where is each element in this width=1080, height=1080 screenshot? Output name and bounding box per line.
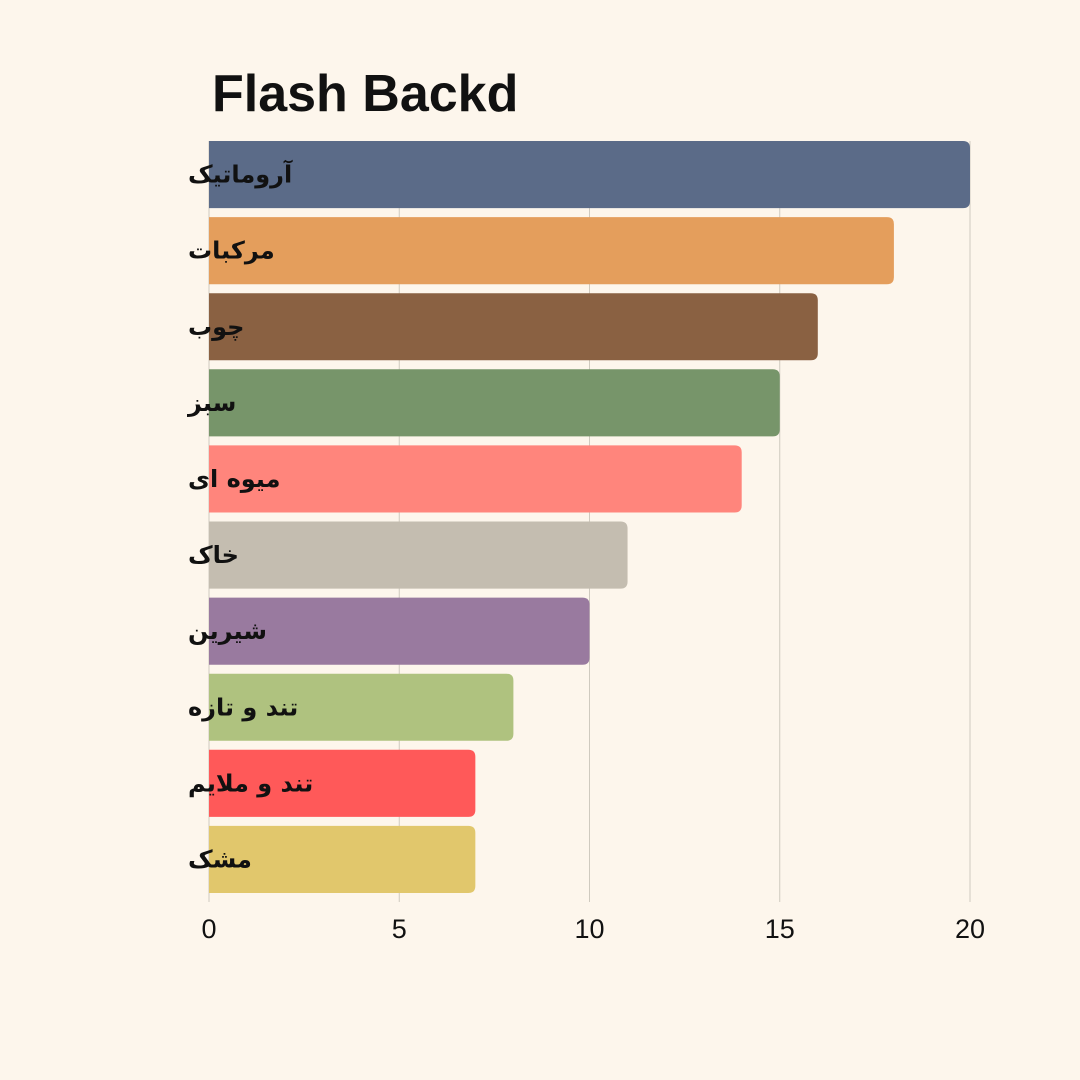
category-labels: آروماتیک مرکبات چوب سبز میوه ای خاک شیرین تند و…	[187, 160, 313, 874]
bar	[209, 217, 894, 285]
bar	[209, 445, 742, 513]
x-tick-label: 0	[201, 914, 216, 944]
x-tick-label: 15	[765, 914, 795, 944]
x-tick-label: 20	[955, 914, 985, 944]
category-label: آروماتیک	[188, 160, 293, 189]
bar	[209, 521, 628, 589]
chart-title: Flash Backd	[212, 65, 518, 123]
x-tick-label: 5	[392, 914, 407, 944]
category-label: سبز	[187, 389, 236, 417]
category-label: تند و تازه	[188, 693, 298, 721]
bar	[209, 293, 818, 361]
bar	[209, 369, 780, 437]
x-tick-label: 10	[574, 914, 604, 944]
category-label: شیرین	[188, 617, 267, 645]
bar	[209, 749, 476, 817]
bars	[209, 141, 970, 893]
category-label: چوب	[188, 313, 244, 341]
category-label: میوه ای	[188, 465, 280, 493]
bar	[209, 825, 476, 893]
category-label: تند و ملایم	[188, 769, 313, 797]
x-axis-ticks: 0 5 10 15 20	[201, 914, 985, 944]
category-label: مشک	[188, 845, 252, 873]
category-label: خاک	[188, 541, 239, 569]
category-label: مرکبات	[188, 237, 275, 265]
bar	[209, 141, 970, 209]
bar	[209, 673, 514, 741]
bar	[209, 597, 590, 665]
